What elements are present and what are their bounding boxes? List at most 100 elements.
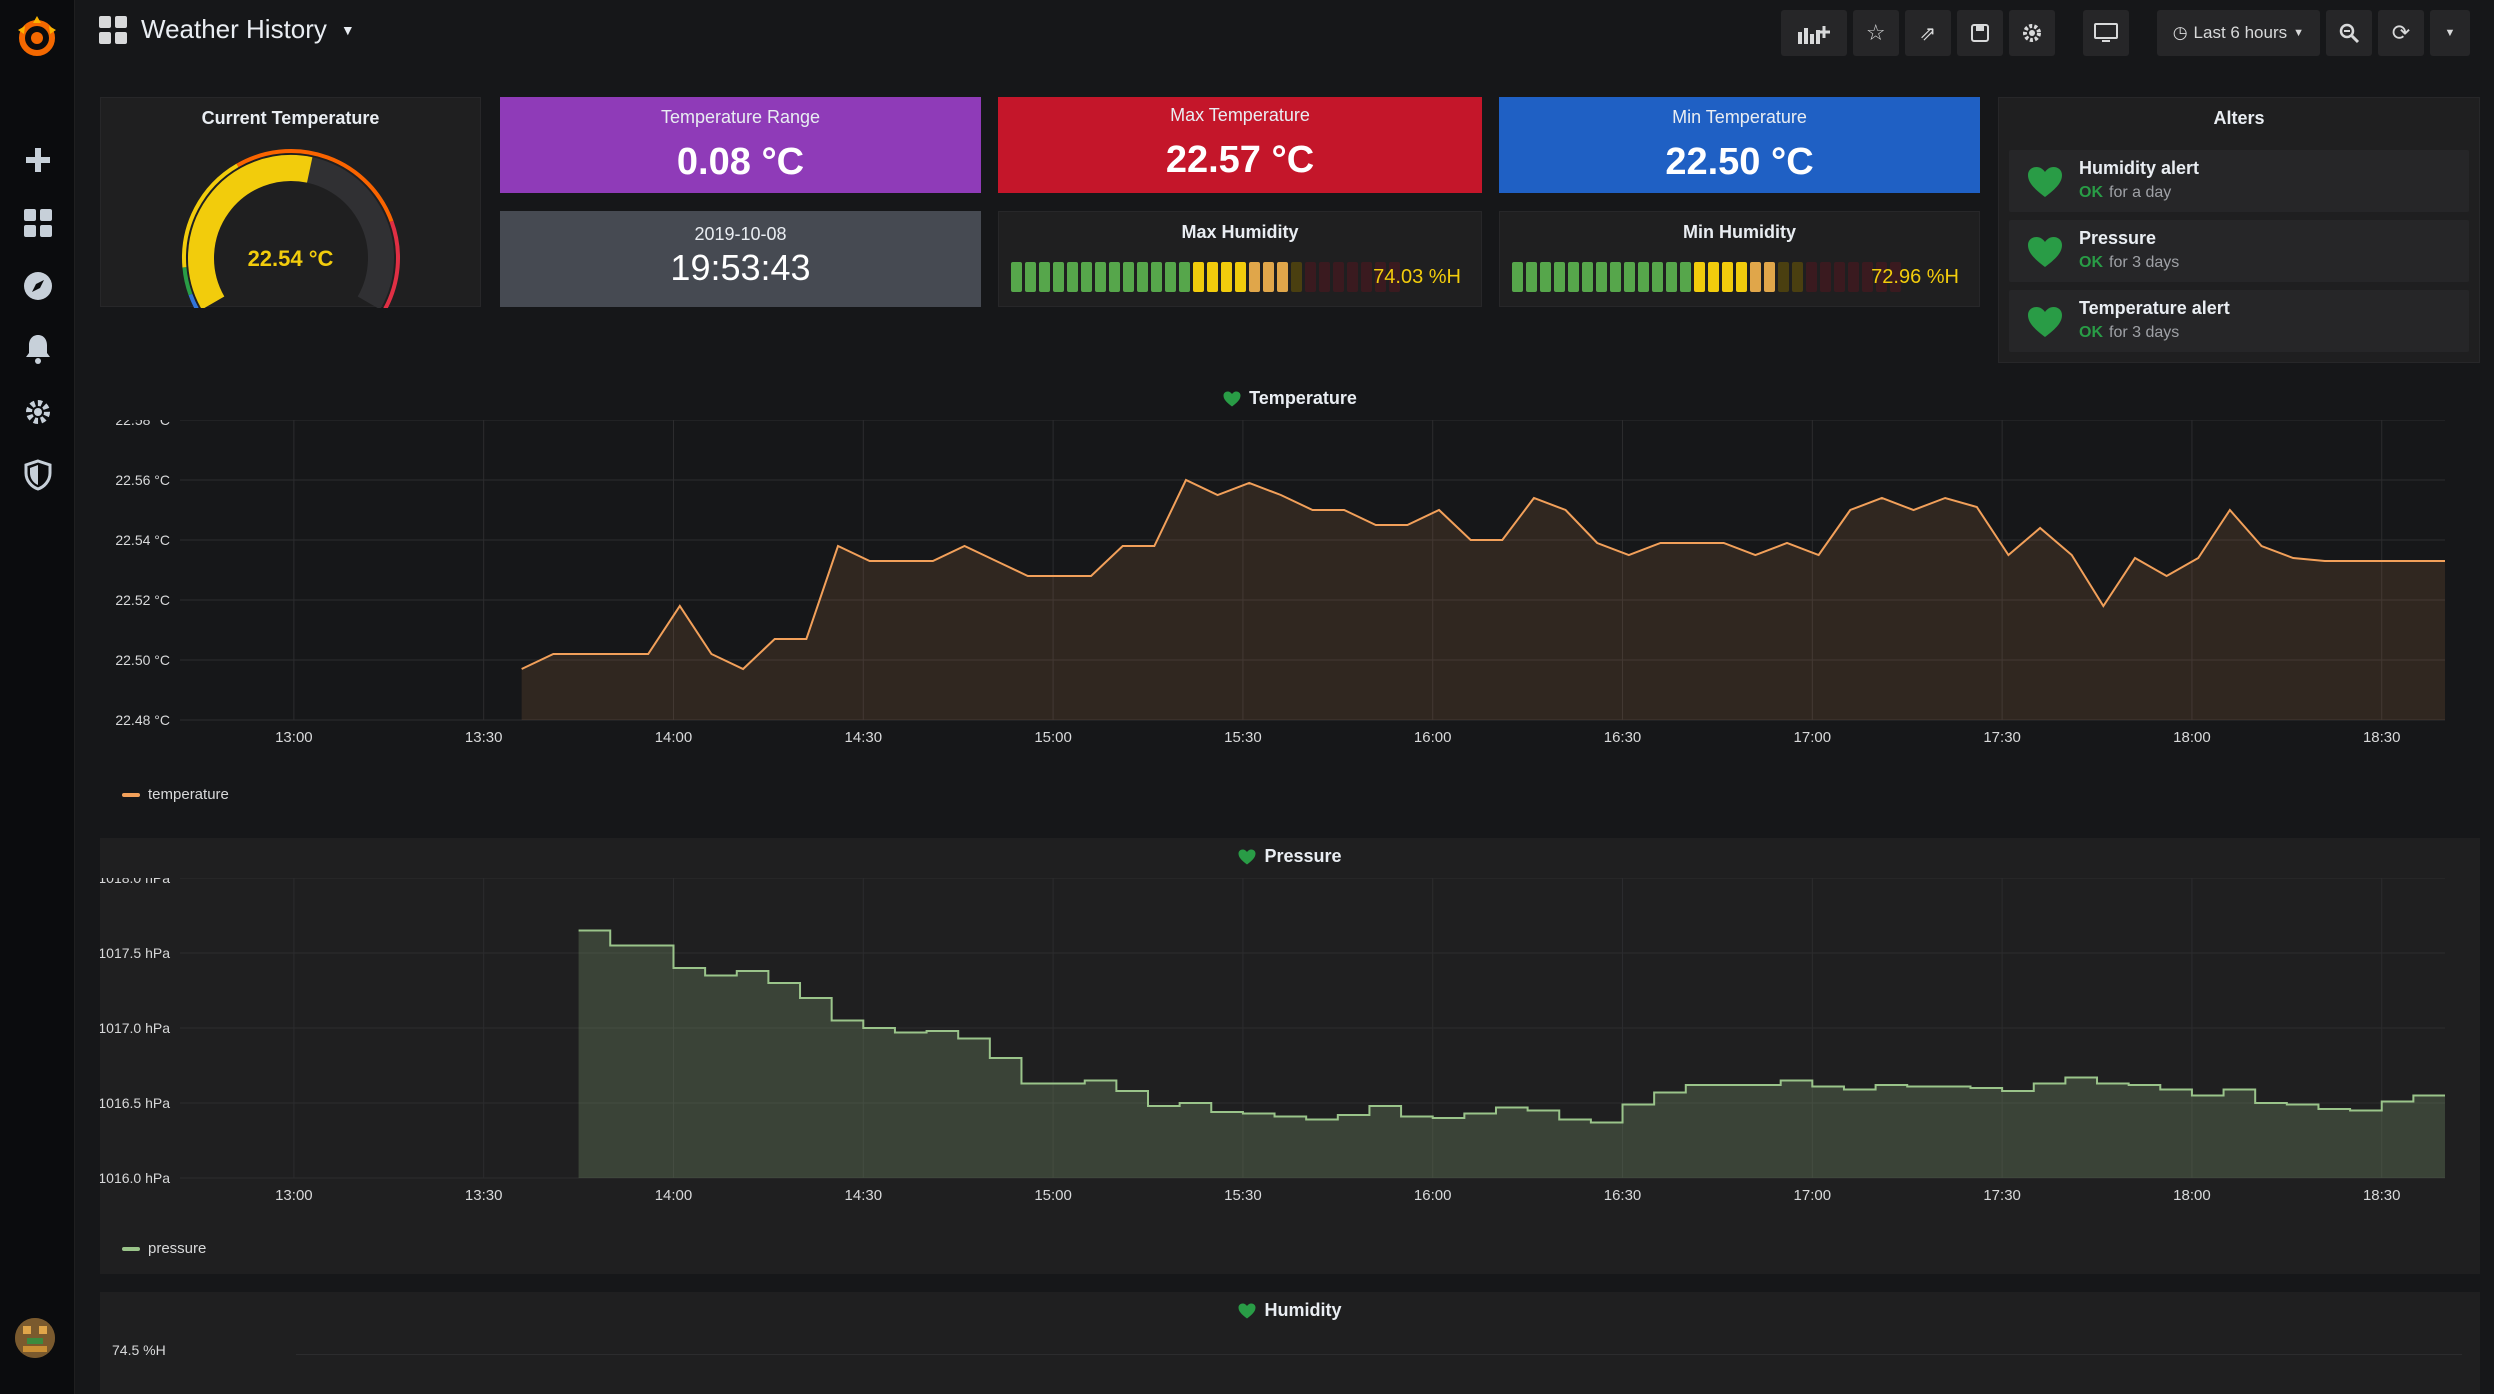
bar-segment — [1890, 262, 1901, 292]
clock-panel: 2019-10-08 19:53:43 — [500, 211, 981, 307]
alert-item[interactable]: Temperature alert OK for 3 days — [2009, 290, 2469, 352]
settings-button[interactable] — [2008, 10, 2055, 56]
bar-segment — [1151, 262, 1162, 292]
alert-state: OK for 3 days — [2079, 324, 2179, 342]
refresh-button[interactable]: ⟳ — [2378, 10, 2424, 56]
temperature-gauge — [182, 149, 400, 308]
dashboard-picker[interactable]: Weather History ▼ — [99, 14, 355, 45]
bar-segment — [1221, 262, 1232, 292]
min-temperature-panel: Min Temperature 22.50 °C — [1499, 97, 1980, 193]
x-tick-label: 18:30 — [2363, 1187, 2401, 1204]
heart-icon — [2028, 167, 2062, 197]
bar-segment — [1081, 262, 1092, 292]
bar-segment — [1624, 262, 1635, 292]
y-tick-label: 22.48 °C — [115, 712, 170, 728]
clock-icon: ◷ — [2172, 23, 2188, 42]
caret-down-icon: ▼ — [2444, 27, 2456, 39]
side-menu — [0, 0, 75, 1394]
bar-segment — [1207, 262, 1218, 292]
x-tick-label: 13:30 — [465, 729, 503, 746]
x-tick-label: 18:00 — [2173, 1187, 2211, 1204]
time-picker-button[interactable]: ◷ Last 6 hours ▼ — [2156, 10, 2320, 56]
bar-segment — [1011, 262, 1022, 292]
panel-title: Temperature Range — [660, 107, 821, 127]
stat-value: 22.50 °C — [1665, 141, 1814, 183]
configuration-gear-icon[interactable] — [0, 387, 75, 437]
alert-item[interactable]: Pressure OK for 3 days — [2009, 220, 2469, 282]
share-button[interactable]: ⇗ — [1904, 10, 1951, 56]
graph-title: Pressure — [100, 846, 2480, 867]
legend-item[interactable]: pressure — [122, 1240, 206, 1257]
bar-segment — [1778, 262, 1789, 292]
x-tick-label: 17:00 — [1794, 1187, 1832, 1204]
create-icon[interactable] — [0, 135, 75, 185]
bar-segment — [1582, 262, 1593, 292]
x-tick-label: 14:00 — [655, 1187, 693, 1204]
server-admin-shield-icon[interactable] — [0, 450, 75, 500]
panel-title: Min Humidity — [1683, 222, 1796, 242]
zoom-out-icon — [2339, 23, 2360, 44]
add-panel-button[interactable] — [1780, 10, 1847, 56]
bar-segment — [1512, 262, 1523, 292]
grafana-logo-icon[interactable] — [12, 12, 62, 62]
humidity-graph-panel: Humidity 74.5 %H — [100, 1292, 2480, 1394]
x-tick-label: 15:00 — [1034, 1187, 1072, 1204]
series-line — [578, 929, 2445, 1124]
bar-segment — [1540, 262, 1551, 292]
bar-segment — [1347, 262, 1358, 292]
bar-segment — [1193, 262, 1204, 292]
bar-segment — [1694, 262, 1705, 292]
panel-title: Min Temperature — [1672, 107, 1807, 127]
caret-down-icon: ▼ — [2293, 27, 2304, 39]
zoom-out-button[interactable] — [2326, 10, 2372, 56]
graph-title-text: Temperature — [1249, 388, 1357, 408]
bar-segment — [1319, 262, 1330, 292]
current-temperature-panel: Current Temperature 22.54 °C — [100, 97, 481, 308]
heart-icon — [1223, 391, 1241, 406]
bar-segment — [1361, 262, 1372, 292]
max-humidity-panel: Max Humidity 74.03 %H — [998, 211, 1482, 307]
y-tick-label: 22.56 °C — [115, 472, 170, 488]
x-tick-label: 14:30 — [845, 1187, 883, 1204]
legend-item[interactable]: temperature — [122, 786, 229, 803]
refresh-interval-dropdown[interactable]: ▼ — [2430, 10, 2470, 56]
tv-mode-button[interactable] — [2082, 10, 2129, 56]
alert-duration: for a day — [2109, 184, 2172, 201]
bar-segment — [1235, 262, 1246, 292]
save-button[interactable] — [1956, 10, 2003, 56]
x-tick-label: 16:30 — [1604, 1187, 1642, 1204]
alert-duration: for 3 days — [2109, 254, 2180, 271]
y-tick-label: 1018.0 hPa — [100, 878, 170, 886]
pressure-chart[interactable]: 1016.0 hPa 1016.5 hPa 1017.0 hPa 1017.5 hPa… — [100, 878, 2480, 1268]
bar-segment — [1834, 262, 1845, 292]
bar-segment — [1568, 262, 1579, 292]
bar-segment — [1375, 262, 1386, 292]
alert-item[interactable]: Humidity alert OK for a day — [2009, 150, 2469, 212]
legend-label: temperature — [148, 786, 229, 803]
bar-segment — [1806, 262, 1817, 292]
user-avatar[interactable] — [15, 1318, 55, 1358]
star-button[interactable]: ☆ — [1852, 10, 1899, 56]
legend-swatch — [122, 792, 140, 797]
alerting-bell-icon[interactable] — [0, 324, 75, 374]
bar-segment — [1291, 262, 1302, 292]
alert-state: OK for a day — [2079, 184, 2171, 202]
bar-segment — [1722, 262, 1733, 292]
temperature-chart[interactable]: 22.48 °C 22.50 °C 22.52 °C 22.54 °C 22.56 °C… — [100, 420, 2480, 810]
graph-title-text: Humidity — [1264, 1300, 1342, 1320]
grid-line — [296, 1354, 2462, 1355]
x-tick-label: 14:30 — [845, 729, 883, 746]
gauge-value: 22.54 °C — [247, 246, 334, 271]
heart-icon — [2028, 237, 2062, 267]
panel-title: Alters — [2213, 108, 2265, 128]
bar-segment — [1638, 262, 1649, 292]
clock-date: 2019-10-08 — [694, 224, 787, 244]
bar-segment — [1526, 262, 1537, 292]
explore-icon[interactable] — [0, 261, 75, 311]
graph-title: Temperature — [100, 388, 2480, 409]
x-tick-label: 15:30 — [1224, 1187, 1262, 1204]
alert-state-badge: OK — [2079, 254, 2103, 271]
dashboards-icon[interactable] — [0, 198, 75, 248]
stat-value: 22.57 °C — [1165, 139, 1315, 181]
bar-segment — [1053, 262, 1064, 292]
